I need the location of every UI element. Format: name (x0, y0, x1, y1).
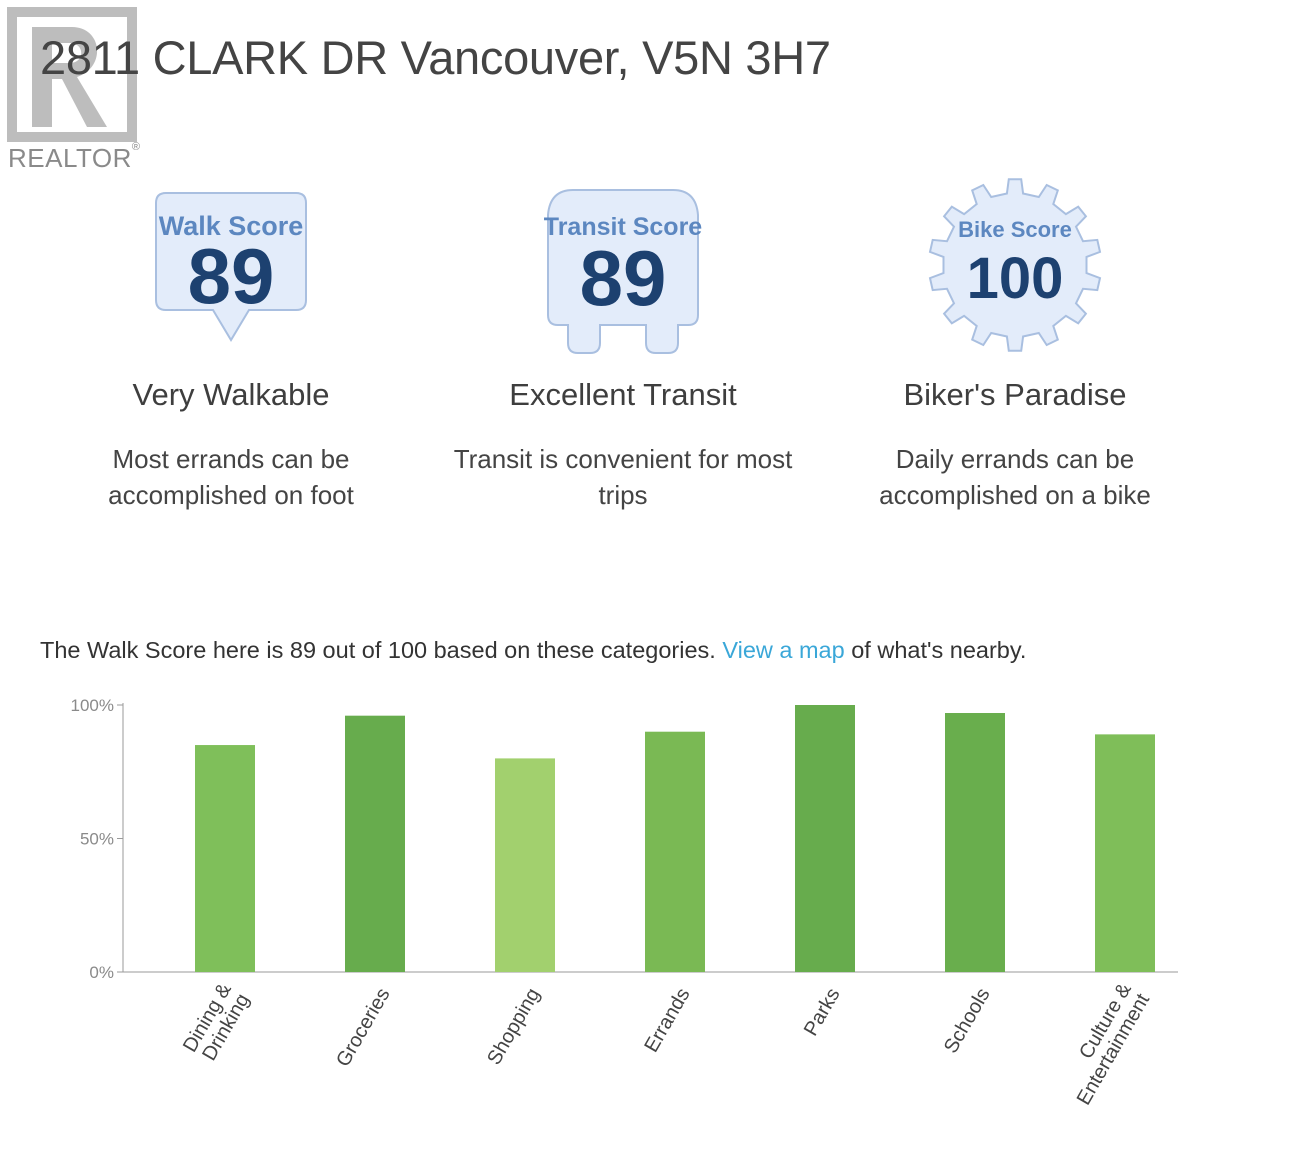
x-tick-label: Dining &Drinking (179, 979, 254, 1067)
realtor-logo: REALTOR® (0, 0, 160, 185)
bar-groceries (345, 715, 405, 972)
walk-score-card: Walk Score 89 Very Walkable Most errands… (35, 175, 427, 513)
x-tick-label-line: Parks (800, 985, 845, 1040)
x-tick-label-line: Shopping (483, 985, 544, 1069)
bar-shopping (495, 758, 555, 972)
x-tick-label: Errands (640, 985, 694, 1057)
x-tick-label: Shopping (483, 985, 544, 1069)
bike-score-title: Biker's Paradise (903, 377, 1127, 412)
x-tick-label: Parks (800, 985, 845, 1040)
bar-errands (645, 731, 705, 972)
x-tick-label-line: Schools (940, 985, 995, 1058)
x-tick-label-line: Errands (640, 985, 694, 1057)
realtor-wordmark: REALTOR® (8, 141, 141, 173)
y-tick-label: 0% (89, 963, 114, 982)
walk-score-summary: The Walk Score here is 89 out of 100 bas… (40, 637, 1026, 664)
y-tick-label: 100% (71, 696, 114, 715)
x-tick-label-line: Groceries (332, 985, 394, 1071)
summary-text-after: of what's nearby. (844, 637, 1027, 663)
bike-score-card: Bike Score 100 Biker's Paradise Daily er… (819, 175, 1211, 513)
bike-score-badge-label: Bike Score (958, 217, 1072, 242)
bar-dining-drinking (195, 745, 255, 972)
realtor-logo-icon (7, 7, 137, 142)
category-bar-chart: 0% 50% 100% Dining &Drinking Groceries Shoppi… (71, 696, 1178, 1109)
bar-parks (795, 705, 855, 972)
walk-score-badge: Walk Score 89 (155, 192, 307, 342)
bar-schools (945, 713, 1005, 972)
transit-score-title: Excellent Transit (509, 377, 737, 412)
transit-score-card: Transit Score 89 Excellent Transit Trans… (427, 175, 819, 513)
bike-score-description: Daily errands can be accomplished on a b… (819, 441, 1211, 513)
walk-score-title: Very Walkable (132, 377, 330, 412)
transit-score-desc-line2: trips (598, 480, 648, 510)
page-title: 2811 CLARK DR Vancouver, V5N 3H7 (40, 31, 831, 84)
transit-score-description: Transit is convenient for most trips (427, 441, 819, 513)
bike-score-badge: Bike Score 100 (928, 178, 1102, 352)
bike-score-desc-line2: accomplished on a bike (879, 480, 1151, 510)
bike-score-desc-line1: Daily errands can be (895, 444, 1135, 474)
y-tick-label: 50% (80, 830, 114, 849)
view-map-link[interactable]: View a map (722, 637, 845, 663)
transit-score-value: 89 (580, 234, 667, 322)
bike-score-value: 100 (967, 246, 1064, 311)
transit-score-desc-line1: Transit is convenient for most (453, 444, 793, 474)
walk-score-badge-label: Walk Score (159, 211, 304, 241)
x-tick-label: Culture &Entertainment (1055, 979, 1155, 1109)
x-tick-label: Schools (940, 985, 995, 1058)
x-tick-label: Groceries (332, 985, 394, 1071)
transit-score-badge-label: Transit Score (544, 213, 702, 241)
walk-score-desc-line1: Most errands can be (112, 444, 350, 474)
transit-score-badge: Transit Score 89 (544, 189, 702, 354)
walk-score-value: 89 (188, 232, 275, 320)
summary-text-before: The Walk Score here is 89 out of 100 bas… (40, 637, 723, 663)
walk-score-description: Most errands can be accomplished on foot (35, 441, 427, 513)
bar-culture-entertainment (1095, 734, 1155, 972)
walk-score-desc-line2: accomplished on foot (108, 480, 354, 510)
